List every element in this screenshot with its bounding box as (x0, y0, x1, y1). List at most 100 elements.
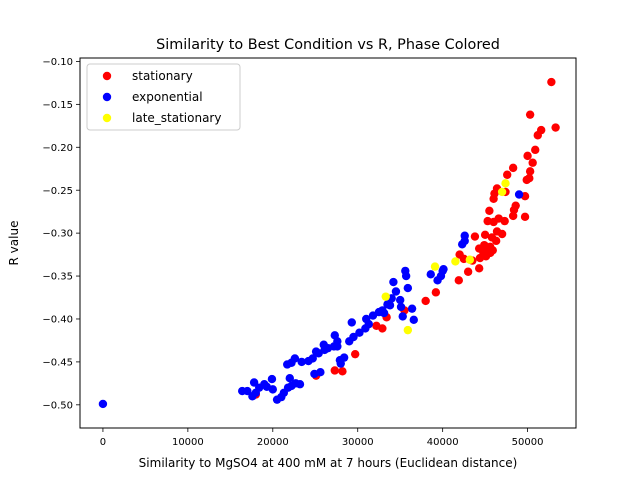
data-point (525, 167, 535, 176)
data-point (528, 158, 537, 167)
data-point (98, 399, 108, 409)
series-late-stationary (381, 179, 510, 335)
data-point (470, 232, 480, 241)
data-point (297, 357, 306, 367)
data-point (407, 304, 417, 313)
series-exponential (98, 190, 524, 409)
data-point (308, 354, 317, 363)
data-point (349, 332, 358, 342)
data-point (431, 288, 441, 297)
data-point (451, 257, 460, 266)
series-stationary (251, 77, 560, 399)
data-point (385, 301, 395, 310)
data-point (508, 163, 518, 173)
x-tick-label: 30000 (342, 437, 374, 448)
data-point (409, 315, 418, 325)
y-tick-label: −0.30 (42, 229, 73, 240)
y-tick-label: −0.50 (42, 400, 73, 411)
data-point (330, 331, 339, 340)
data-point (489, 217, 498, 227)
data-point (465, 255, 475, 264)
data-point (339, 353, 349, 362)
y-tick-label: −0.40 (42, 315, 73, 326)
y-axis-label: R value (7, 221, 21, 266)
data-point (501, 179, 510, 188)
y-tick-label: −0.15 (42, 100, 73, 111)
data-point (531, 145, 540, 155)
data-point (391, 287, 401, 296)
data-point (439, 264, 448, 274)
data-point (338, 367, 347, 376)
data-point (426, 270, 435, 279)
data-point (489, 194, 498, 203)
plot-frame (79, 57, 577, 429)
legend-marker (102, 71, 112, 81)
data-point (454, 276, 463, 285)
chart-title: Similarity to Best Condition vs R, Phase… (156, 37, 500, 53)
legend-label: exponential (132, 90, 203, 104)
data-point (243, 386, 252, 396)
y-tick-label: −0.45 (42, 357, 73, 368)
legend-label: late_stationary (132, 111, 221, 125)
data-point (290, 354, 300, 363)
data-point (398, 312, 407, 321)
x-tick-label: 20000 (257, 437, 289, 448)
data-point (389, 277, 398, 287)
data-point (430, 262, 440, 271)
legend-marker (102, 92, 112, 102)
data-point (381, 292, 390, 301)
y-tick-label: −0.35 (42, 272, 73, 283)
data-point (311, 347, 321, 356)
data-point (497, 229, 507, 239)
data-point (403, 283, 413, 293)
y-tick-label: −0.20 (42, 143, 73, 154)
x-tick-label: 50000 (512, 437, 544, 448)
data-point (319, 340, 328, 349)
data-point (485, 206, 494, 216)
data-point (474, 264, 484, 273)
y-tick-label: −0.10 (42, 57, 73, 68)
data-point (267, 374, 277, 384)
data-point (421, 296, 430, 306)
data-point (522, 175, 531, 185)
data-point (249, 378, 259, 387)
legend: stationary exponential late_stationary (86, 63, 241, 131)
legend-marker (102, 113, 112, 123)
data-point (403, 325, 413, 335)
data-point (378, 324, 387, 333)
x-tick-label: 10000 (172, 437, 204, 448)
data-point (508, 211, 518, 221)
data-point (350, 349, 360, 359)
data-point (362, 314, 371, 324)
data-point (523, 151, 532, 161)
data-point (457, 240, 467, 249)
data-point (497, 187, 507, 197)
data-point (533, 131, 542, 140)
x-axis-label: Similarity to MgSO4 at 400 mM at 7 hours… (139, 456, 518, 470)
data-point (401, 266, 410, 276)
data-point (395, 295, 405, 305)
x-tick-label: 40000 (427, 437, 459, 448)
data-point (355, 328, 364, 337)
data-point (500, 216, 509, 226)
data-point (491, 236, 501, 246)
y-axis: −0.50 −0.45 −0.40 −0.35 −0.30 −0.25 −0.20 −0.15… (42, 57, 80, 411)
data-point (316, 368, 325, 377)
data-point (463, 267, 473, 276)
data-point (295, 380, 305, 389)
data-point (475, 253, 485, 263)
data-point (480, 230, 490, 240)
x-tick-label: 0 (100, 437, 106, 448)
data-point (503, 170, 512, 179)
data-point (347, 318, 356, 327)
data-point (551, 123, 560, 132)
data-point (330, 366, 339, 375)
data-point (514, 190, 524, 199)
data-point (285, 374, 294, 383)
data-point (525, 110, 535, 119)
data-point (520, 212, 530, 222)
data-point (268, 385, 277, 394)
x-axis: 0 10000 20000 30000 40000 50000 (100, 428, 544, 448)
legend-box (86, 63, 241, 131)
